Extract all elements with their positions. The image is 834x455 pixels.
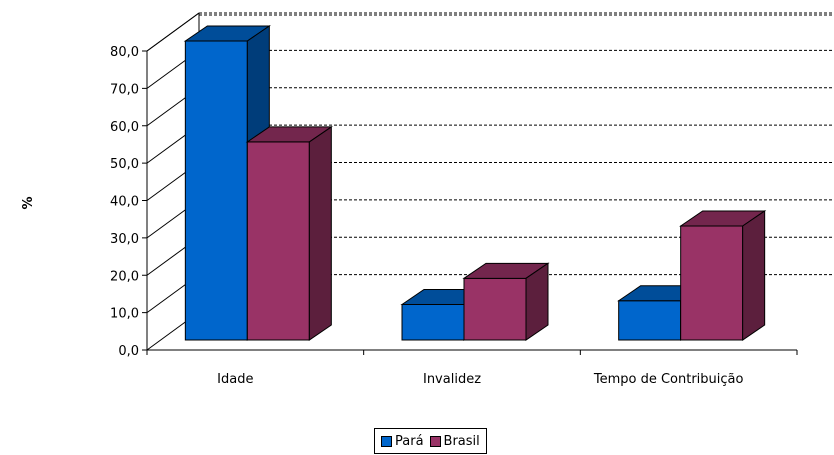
category-label: Idade xyxy=(217,372,253,387)
y-tick-label: 70,0 xyxy=(110,82,139,97)
y-tick-label: 40,0 xyxy=(110,195,139,210)
y-tick-labels: 0,0 10,0 20,0 30,0 40,0 50,0 60,0 70,0 80,0 xyxy=(110,45,139,359)
bar-side xyxy=(525,262,549,341)
y-tick-label: 60,0 xyxy=(110,120,139,135)
side-wall-top-edge xyxy=(146,12,200,52)
y-tick-label: 0,0 xyxy=(118,344,139,359)
bar-front xyxy=(246,141,310,341)
legend-swatch-para xyxy=(381,435,392,447)
bar-side xyxy=(308,125,332,341)
y-axis-label: % xyxy=(21,196,36,209)
category-label: Invalidez xyxy=(423,372,481,387)
y-tick-label: 50,0 xyxy=(110,157,139,172)
bar-front xyxy=(680,225,744,341)
bar-front xyxy=(618,300,682,341)
category-label: Tempo de Contribuição xyxy=(593,372,744,387)
bar-front xyxy=(463,277,527,341)
legend-swatch-brasil xyxy=(429,435,441,447)
bar-front xyxy=(401,303,465,341)
y-tick-label: 20,0 xyxy=(110,269,139,284)
legend-label-para: Pará xyxy=(395,433,424,449)
legend-item-para: Pará xyxy=(381,434,424,449)
y-tick-label: 10,0 xyxy=(110,307,139,322)
y-tick-label: 30,0 xyxy=(110,232,139,247)
legend-label-brasil: Brasil xyxy=(443,433,480,449)
bars xyxy=(183,25,767,341)
legend: Pará Brasil xyxy=(374,428,487,454)
legend-item-brasil: Brasil xyxy=(429,433,480,449)
bar-front xyxy=(184,40,248,341)
category-labels: Idade Invalidez Tempo de Contribuição xyxy=(217,372,743,387)
bar-side xyxy=(742,210,766,341)
y-tick-label: 80,0 xyxy=(110,45,139,60)
